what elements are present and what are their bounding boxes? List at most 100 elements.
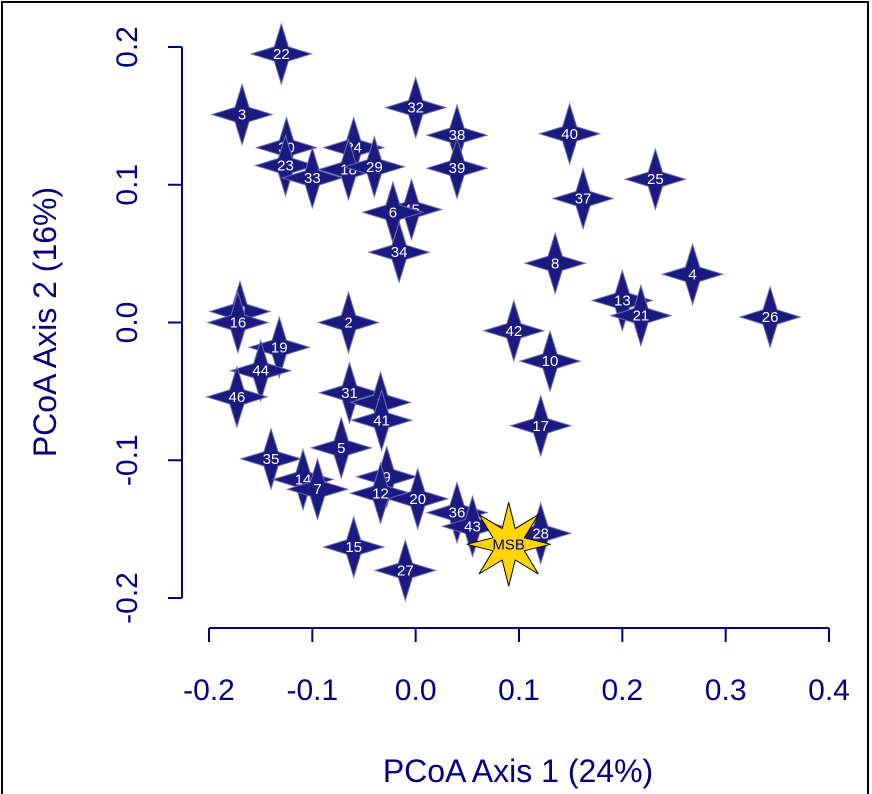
point-label: 5 <box>337 440 345 457</box>
x-axis-ticks: -0.2 -0.1 0.0 0.1 0.2 0.3 0.4 <box>183 628 850 707</box>
point-marker <box>738 285 802 349</box>
point-label: 8 <box>551 255 559 272</box>
point-marker <box>590 268 654 333</box>
data-point: 2 <box>316 290 381 355</box>
y-tick-label: -0.1 <box>111 434 144 486</box>
point-marker <box>316 290 381 355</box>
data-point: 15 <box>322 515 386 579</box>
msb-highlight: MSB <box>466 502 551 587</box>
data-point: 3 <box>210 82 274 147</box>
data-point: 27 <box>373 538 437 603</box>
point-label: 37 <box>575 191 592 208</box>
point-label: 44 <box>252 363 269 380</box>
point-label: 20 <box>409 491 426 508</box>
data-point: 29 <box>342 135 406 199</box>
point-label: 23 <box>277 157 294 174</box>
point-label: 36 <box>449 505 466 522</box>
point-marker <box>355 445 419 509</box>
point-marker <box>425 136 489 200</box>
data-point: 31 <box>317 361 382 425</box>
data-point: 4 <box>660 242 725 306</box>
data-point: 34 <box>367 220 431 284</box>
data-point: 37 <box>551 166 615 231</box>
point-label: 32 <box>407 100 424 117</box>
point-marker <box>373 538 437 603</box>
point-marker <box>523 231 587 296</box>
point-marker <box>285 457 350 521</box>
point-marker <box>229 339 293 403</box>
x-axis-title: PCoA Axis 1 (24%) <box>383 753 653 789</box>
point-label: 25 <box>647 171 664 188</box>
point-marker <box>349 388 414 452</box>
data-point: 20 <box>386 467 450 531</box>
data-point: 23 <box>253 133 318 198</box>
point-label: 29 <box>366 159 383 176</box>
y-tick-label: 0.1 <box>111 164 144 206</box>
point-label: 28 <box>532 525 549 542</box>
point-label: 13 <box>614 292 631 309</box>
point-marker <box>247 315 311 379</box>
data-point: 25 <box>623 147 688 211</box>
x-tick-label: 0.3 <box>705 674 747 707</box>
x-tick-label: -0.2 <box>183 674 235 707</box>
data-point: 35 <box>239 427 303 491</box>
point-marker <box>386 467 450 531</box>
y-axis-ticks: -0.2 -0.1 0.0 0.1 0.2 <box>111 26 182 624</box>
axes: -0.2 -0.1 0.0 0.1 0.2 0.3 0.4 -0.2 -0.1 0.0 0.1 0.… <box>111 26 850 707</box>
point-label: 22 <box>273 46 290 63</box>
msb-star-marker <box>466 502 551 587</box>
point-marker <box>280 146 344 210</box>
data-point: 40 <box>537 102 602 166</box>
x-tick-label: -0.1 <box>286 674 338 707</box>
point-label: 27 <box>397 562 414 579</box>
point-label: 9 <box>383 469 391 486</box>
point-label: 40 <box>561 126 578 143</box>
point-label: 12 <box>372 485 389 502</box>
x-tick-label: 0.4 <box>808 674 850 707</box>
point-label: 17 <box>532 418 549 435</box>
data-point: 5 <box>309 416 374 480</box>
data-point: 19 <box>247 315 311 379</box>
point-marker <box>384 75 448 140</box>
point-marker <box>239 427 303 491</box>
data-point: 39 <box>425 136 489 200</box>
point-label: 2 <box>344 315 352 332</box>
point-label: 31 <box>341 385 358 402</box>
data-point: 21 <box>609 283 673 348</box>
data-point: 46 <box>205 365 269 429</box>
point-label: 4 <box>688 266 696 283</box>
data-point: 12 <box>348 461 413 525</box>
point-marker <box>660 242 725 306</box>
point-label: 6 <box>389 204 397 221</box>
y-tick-label: -0.2 <box>111 572 144 624</box>
point-marker <box>551 166 615 231</box>
data-point: 44 <box>229 339 293 403</box>
point-label: 33 <box>304 170 321 187</box>
data-point: 17 <box>509 394 573 458</box>
point-label: 21 <box>633 308 650 325</box>
data-point: 41 <box>349 388 414 452</box>
data-point: 10 <box>518 329 582 393</box>
point-label: 15 <box>345 539 362 556</box>
point-marker <box>367 220 431 284</box>
point-label: 46 <box>229 389 246 406</box>
data-point: 13 <box>590 268 654 333</box>
y-tick-label: 0.0 <box>111 302 144 344</box>
point-marker <box>482 299 546 363</box>
point-marker <box>249 22 313 86</box>
point-label: 41 <box>373 412 390 429</box>
point-marker <box>609 283 673 348</box>
data-point: 9 <box>355 445 419 509</box>
point-label: 43 <box>464 518 481 535</box>
point-marker <box>537 102 602 166</box>
data-point: 7 <box>285 457 350 521</box>
data-point: 32 <box>384 75 448 140</box>
point-marker <box>509 394 573 458</box>
data-point: 8 <box>523 231 587 296</box>
point-label: 3 <box>238 106 246 123</box>
data-point: 22 <box>249 22 313 86</box>
point-marker <box>322 515 386 579</box>
point-label: 35 <box>263 451 280 468</box>
data-point: 16 <box>206 290 270 355</box>
